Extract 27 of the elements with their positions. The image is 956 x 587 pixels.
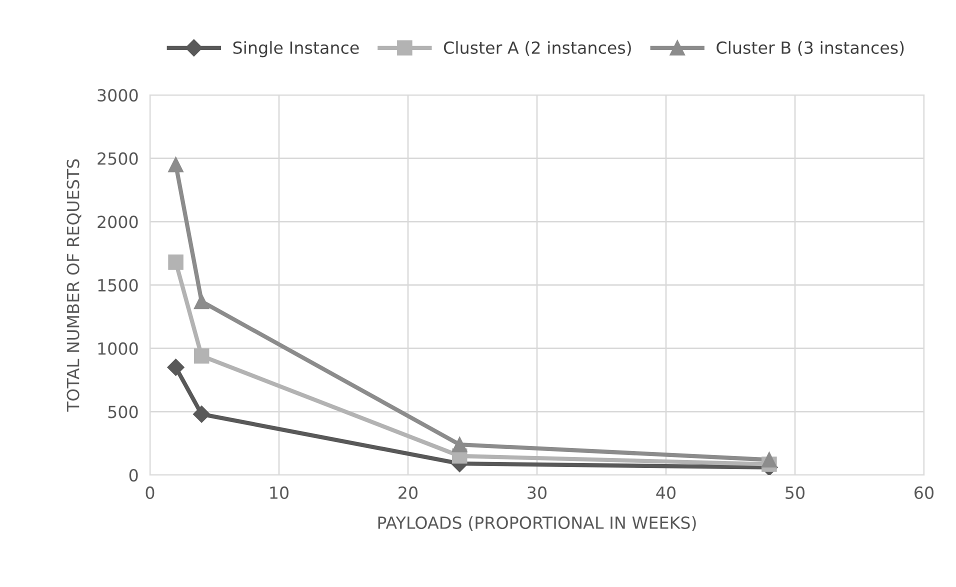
legend-label: Cluster A (2 instances) [444,41,631,56]
y-tick-label: 500 [108,406,138,418]
x-tick-label: 10 [270,486,288,500]
point [168,254,184,270]
y-tick-label: 2000 [98,216,138,228]
x-tick-label: 20 [398,486,418,500]
y-tick-label: 2500 [98,152,138,165]
y-tick-label: 1000 [98,342,138,355]
x-tick-label: 0 [146,486,154,500]
legend-label: Cluster B (3 instances) [716,41,904,56]
point [167,358,184,376]
legend-label: Single Instance [233,41,359,58]
point [194,294,210,310]
y-tick-label: 3000 [98,88,138,102]
point [762,452,777,468]
x-axis-title: PAYLOADS (PROPORTIONAL IN WEEKS) [378,516,696,531]
y-tick-label: 1500 [98,278,138,292]
y-axis-title: TOTAL NUMBER OF REQUESTS [66,159,82,412]
point [193,406,210,423]
point [168,157,184,172]
x-tick-label: 40 [656,486,676,500]
x-tick-label: 50 [786,486,804,500]
x-tick-label: 30 [528,486,546,500]
x-tick-label: 60 [914,486,934,500]
y-tick-label: 0 [129,468,138,482]
point [194,348,210,364]
point [452,436,468,452]
